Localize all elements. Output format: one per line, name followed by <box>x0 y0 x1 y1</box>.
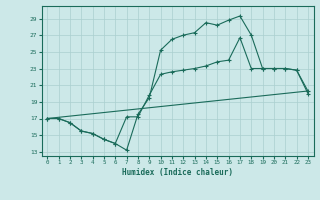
X-axis label: Humidex (Indice chaleur): Humidex (Indice chaleur) <box>122 168 233 177</box>
